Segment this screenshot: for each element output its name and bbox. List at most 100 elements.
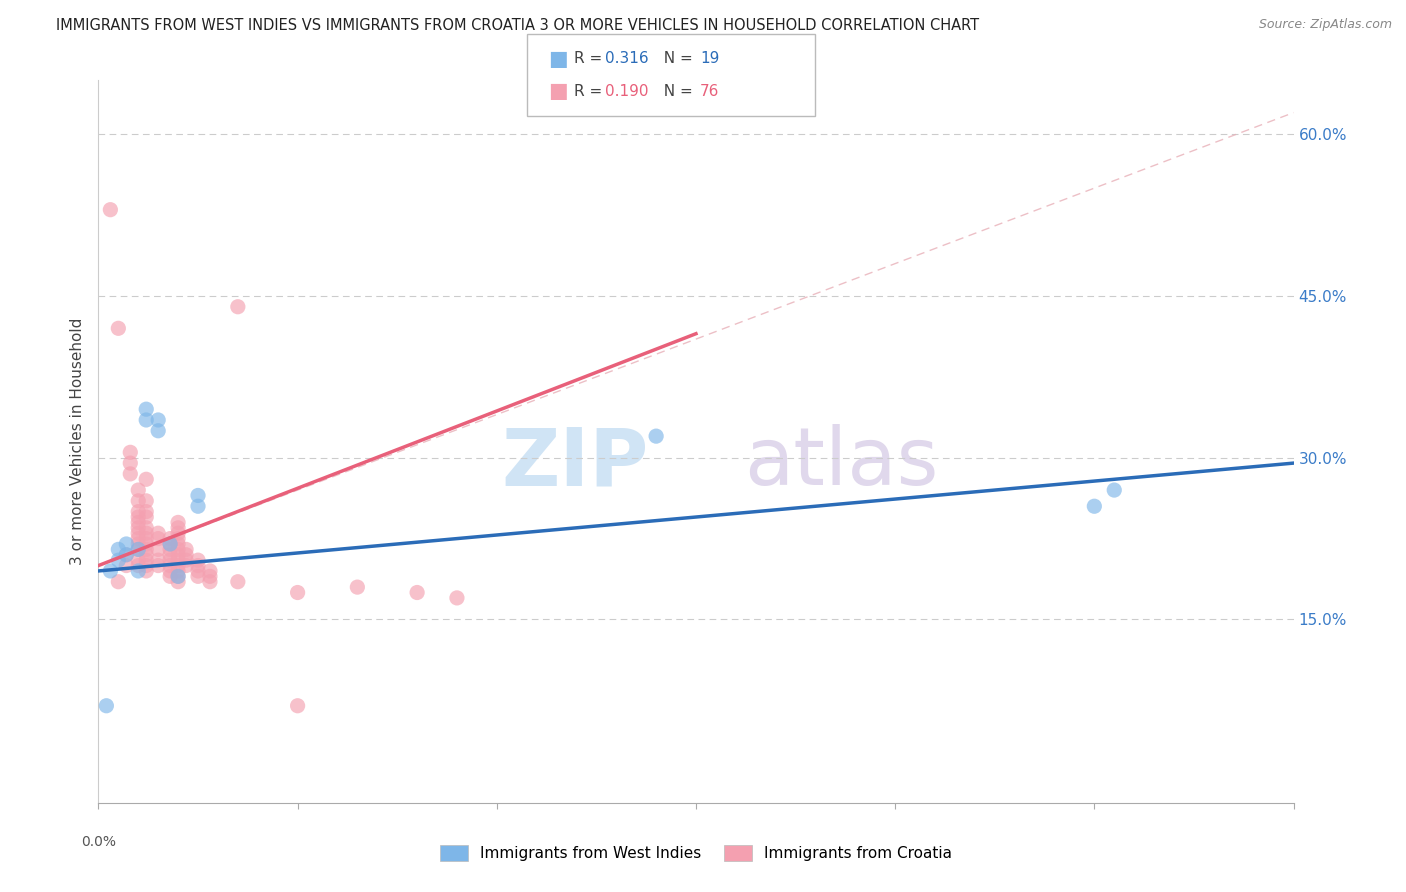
Point xyxy=(187,564,209,578)
Point xyxy=(148,424,170,438)
Point xyxy=(159,558,181,573)
Point xyxy=(135,542,157,557)
Point xyxy=(167,532,190,546)
Text: atlas: atlas xyxy=(744,425,938,502)
Text: 0.190: 0.190 xyxy=(605,84,648,98)
Text: 76: 76 xyxy=(700,84,720,98)
Point xyxy=(107,321,129,335)
Point xyxy=(159,532,181,546)
Point xyxy=(1083,500,1105,514)
Point xyxy=(187,488,209,502)
Y-axis label: 3 or more Vehicles in Household: 3 or more Vehicles in Household xyxy=(69,318,84,566)
Point xyxy=(135,548,157,562)
Text: ZIP: ZIP xyxy=(501,425,648,502)
Point xyxy=(159,537,181,551)
Point xyxy=(135,472,157,486)
Point xyxy=(115,548,138,562)
Point xyxy=(287,698,309,713)
Point xyxy=(107,542,129,557)
Point xyxy=(187,569,209,583)
Point xyxy=(167,542,190,557)
Point xyxy=(127,558,149,573)
Point xyxy=(127,526,149,541)
Point xyxy=(115,537,138,551)
Point xyxy=(115,558,138,573)
Point xyxy=(135,537,157,551)
Point xyxy=(127,505,149,519)
Point xyxy=(159,564,181,578)
Text: R =: R = xyxy=(574,84,607,98)
Point xyxy=(135,526,157,541)
Point xyxy=(446,591,468,605)
Point xyxy=(167,537,190,551)
Text: Source: ZipAtlas.com: Source: ZipAtlas.com xyxy=(1258,18,1392,31)
Point xyxy=(645,429,668,443)
Point xyxy=(167,574,190,589)
Text: 0.0%: 0.0% xyxy=(82,835,115,849)
Point xyxy=(167,526,190,541)
Point xyxy=(167,558,190,573)
Point xyxy=(148,413,170,427)
Point xyxy=(135,532,157,546)
Point xyxy=(135,413,157,427)
Point xyxy=(198,574,221,589)
Point xyxy=(120,456,142,470)
Text: 19: 19 xyxy=(700,52,720,66)
Text: ■: ■ xyxy=(548,81,568,101)
Point xyxy=(159,548,181,562)
Point xyxy=(135,510,157,524)
Point xyxy=(107,553,129,567)
Point xyxy=(135,521,157,535)
Point xyxy=(167,521,190,535)
Point xyxy=(148,542,170,557)
Point xyxy=(127,493,149,508)
Point xyxy=(187,500,209,514)
Point xyxy=(167,569,190,583)
Point xyxy=(406,585,429,599)
Point xyxy=(115,548,138,562)
Point xyxy=(127,510,149,524)
Point xyxy=(174,553,197,567)
Point xyxy=(135,493,157,508)
Text: N =: N = xyxy=(654,52,697,66)
Point xyxy=(198,569,221,583)
Point xyxy=(127,542,149,557)
Text: R =: R = xyxy=(574,52,607,66)
Point xyxy=(135,505,157,519)
Point xyxy=(346,580,368,594)
Point xyxy=(148,558,170,573)
Point xyxy=(148,532,170,546)
Point xyxy=(148,553,170,567)
Legend: Immigrants from West Indies, Immigrants from Croatia: Immigrants from West Indies, Immigrants … xyxy=(434,839,957,867)
Point xyxy=(174,558,197,573)
Point xyxy=(226,574,249,589)
Point xyxy=(127,532,149,546)
Point xyxy=(287,585,309,599)
Text: IMMIGRANTS FROM WEST INDIES VS IMMIGRANTS FROM CROATIA 3 OR MORE VEHICLES IN HOU: IMMIGRANTS FROM WEST INDIES VS IMMIGRANT… xyxy=(56,18,980,33)
Point xyxy=(127,542,149,557)
Point xyxy=(1104,483,1126,497)
Point xyxy=(167,569,190,583)
Point xyxy=(226,300,249,314)
Point xyxy=(159,569,181,583)
Point xyxy=(167,548,190,562)
Point xyxy=(159,553,181,567)
Point xyxy=(135,564,157,578)
Point xyxy=(127,553,149,567)
Point xyxy=(159,537,181,551)
Point xyxy=(127,564,149,578)
Point xyxy=(167,564,190,578)
Point xyxy=(148,526,170,541)
Point xyxy=(127,537,149,551)
Point xyxy=(167,553,190,567)
Point xyxy=(127,483,149,497)
Point xyxy=(98,564,122,578)
Point xyxy=(135,553,157,567)
Point xyxy=(135,558,157,573)
Point xyxy=(167,516,190,530)
Point xyxy=(120,467,142,481)
Point xyxy=(127,521,149,535)
Point xyxy=(135,402,157,417)
Point xyxy=(96,698,118,713)
Point xyxy=(159,542,181,557)
